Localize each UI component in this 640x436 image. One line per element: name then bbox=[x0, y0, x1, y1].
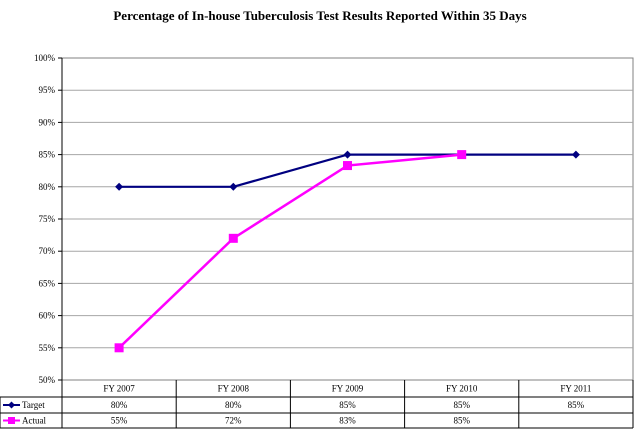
data-point-target bbox=[115, 182, 124, 191]
data-point-actual bbox=[343, 161, 352, 171]
legend-marker-diamond bbox=[8, 401, 15, 409]
data-label: 83% bbox=[339, 416, 356, 426]
legend-label: Actual bbox=[22, 416, 46, 426]
y-tick-label: 95% bbox=[39, 85, 56, 95]
data-label: 85% bbox=[568, 400, 585, 410]
x-tick-label: FY 2011 bbox=[560, 384, 591, 394]
y-tick-label: 80% bbox=[39, 182, 56, 192]
data-label: 85% bbox=[453, 416, 470, 426]
y-tick-label: 85% bbox=[39, 150, 56, 160]
data-point-target bbox=[571, 150, 580, 159]
data-label: 80% bbox=[111, 400, 128, 410]
data-label: 55% bbox=[111, 416, 128, 426]
data-label: 80% bbox=[225, 400, 242, 410]
gridlines bbox=[61, 57, 634, 381]
data-label: 85% bbox=[453, 400, 470, 410]
chart-title: Percentage of In-house Tuberculosis Test… bbox=[113, 8, 527, 23]
y-tick-label: 50% bbox=[39, 375, 56, 385]
y-tick-label: 70% bbox=[39, 246, 56, 256]
data-point-actual bbox=[228, 233, 238, 243]
legend-marker-square bbox=[8, 417, 15, 424]
y-tick-label: 60% bbox=[39, 311, 56, 321]
y-tick-label: 100% bbox=[34, 53, 56, 63]
data-point-actual bbox=[457, 150, 467, 160]
x-tick-label: FY 2009 bbox=[332, 384, 364, 394]
data-label: 72% bbox=[225, 416, 242, 426]
data-label: 85% bbox=[339, 400, 356, 410]
y-tick-label: 90% bbox=[39, 117, 56, 127]
y-tick-label: 55% bbox=[39, 343, 56, 353]
series-line-target bbox=[119, 153, 576, 188]
x-tick-label: FY 2010 bbox=[446, 384, 478, 394]
series-line-actual bbox=[118, 153, 462, 349]
data-point-target bbox=[343, 150, 352, 159]
legend-label: Target bbox=[22, 400, 45, 410]
y-tick-label: 75% bbox=[39, 214, 56, 224]
x-tick-label: FY 2007 bbox=[103, 384, 135, 394]
data-table: FY 2007 FY 2008 FY 2009 FY 2010 FY 2011 Targe… bbox=[0, 380, 634, 429]
y-axis: 50% 55% 60% 65% 70% 75% 80% 85% 90% 95% 100% bbox=[34, 53, 63, 385]
data-point-target bbox=[229, 182, 238, 191]
series-lines bbox=[114, 150, 580, 353]
x-tick-label: FY 2008 bbox=[218, 384, 250, 394]
data-point-actual bbox=[114, 343, 124, 353]
y-tick-label: 65% bbox=[39, 278, 56, 288]
